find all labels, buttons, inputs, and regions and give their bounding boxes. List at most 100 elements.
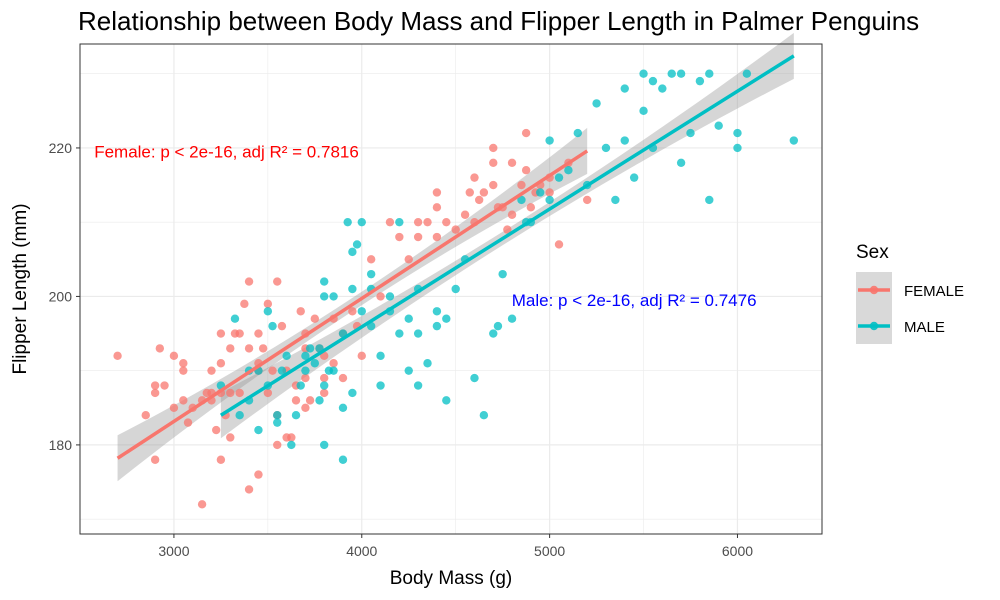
data-point-female — [301, 373, 310, 383]
data-point-female — [240, 299, 249, 309]
data-point-female — [268, 366, 277, 375]
data-point-female — [244, 485, 254, 494]
data-point-female — [320, 373, 329, 383]
data-point-female — [287, 433, 296, 442]
data-point-male — [432, 307, 442, 316]
annotation-female: Female: p < 2e-16, adj R² = 0.7816 — [94, 143, 359, 162]
data-point-female — [301, 403, 310, 412]
data-point-male — [385, 292, 395, 301]
data-point-male — [705, 69, 714, 78]
data-point-female — [183, 418, 193, 427]
axis-ticks: 3000 4000 5000 6000 180 200 220 — [49, 140, 754, 559]
data-point-female — [226, 344, 235, 353]
data-point-female — [526, 203, 536, 212]
panel-border — [79, 43, 823, 535]
data-point-female — [357, 351, 366, 361]
data-point-female — [169, 351, 179, 361]
x-tick-label: 6000 — [722, 543, 753, 559]
data-point-female — [179, 359, 188, 368]
legend-title: Sex — [856, 242, 889, 263]
data-point-male — [611, 195, 620, 205]
data-point-male — [301, 351, 310, 361]
data-point-male — [254, 425, 263, 435]
data-point-female — [235, 329, 244, 338]
data-point-male — [470, 373, 479, 383]
data-point-female — [348, 307, 357, 316]
data-point-female — [423, 217, 432, 227]
data-point-male — [714, 121, 723, 130]
x-tick-label: 3000 — [158, 543, 189, 559]
data-point-female — [263, 299, 273, 309]
data-point-male — [338, 403, 348, 412]
data-point-male — [493, 321, 503, 331]
data-point-male — [320, 277, 329, 286]
data-point-female — [155, 344, 165, 353]
data-point-female — [296, 307, 305, 316]
data-point-female — [150, 381, 160, 390]
data-point-female — [404, 255, 413, 264]
data-point-female — [470, 173, 479, 182]
data-point-female — [554, 240, 564, 249]
data-point-male — [404, 366, 413, 375]
data-point-female — [160, 381, 169, 390]
data-point-female — [305, 396, 315, 405]
data-point-female — [413, 232, 423, 242]
legend: Sex FEMALE MALE — [856, 242, 964, 344]
data-point-male — [413, 381, 423, 390]
data-point-male — [348, 247, 357, 257]
data-point-male — [413, 329, 423, 338]
data-point-male — [498, 269, 507, 279]
data-point-female — [211, 425, 221, 435]
legend-label-male: MALE — [904, 319, 945, 336]
data-point-female — [263, 388, 273, 398]
data-point-male — [639, 106, 648, 116]
data-point-female — [489, 143, 498, 153]
data-point-male — [629, 173, 639, 182]
data-point-female — [320, 388, 329, 398]
data-point-male — [620, 84, 629, 93]
data-point-male — [742, 69, 752, 78]
data-point-male — [620, 136, 629, 145]
data-point-female — [489, 158, 498, 167]
y-tick-label: 200 — [49, 288, 73, 304]
data-point-female — [489, 180, 498, 190]
data-point-female — [545, 188, 554, 197]
data-point-male — [423, 359, 432, 368]
data-point-male — [658, 84, 667, 93]
data-point-female — [582, 195, 592, 205]
data-point-female — [179, 366, 188, 375]
x-axis-label: Body Mass (g) — [390, 568, 512, 589]
data-point-female — [254, 329, 263, 338]
chart-title: Relationship between Body Mass and Flipp… — [78, 6, 920, 36]
data-point-male — [357, 307, 366, 316]
data-point-male — [320, 292, 329, 301]
data-point-male — [442, 396, 451, 405]
data-point-male — [686, 128, 695, 138]
data-point-male — [315, 396, 324, 405]
data-point-male — [287, 440, 296, 450]
data-point-female — [216, 455, 226, 464]
data-point-male — [329, 292, 338, 301]
data-point-female — [244, 344, 254, 353]
legend-key-point-female — [869, 285, 879, 295]
annotation-male: Male: p < 2e-16, adj R² = 0.7476 — [512, 291, 757, 310]
data-point-female — [395, 232, 404, 242]
data-point-female — [291, 396, 301, 405]
data-point-female — [460, 210, 470, 219]
legend-label-female: FEMALE — [904, 283, 964, 300]
data-point-female — [254, 470, 263, 479]
data-point-female — [216, 329, 226, 338]
data-point-female — [226, 433, 235, 442]
data-point-female — [385, 217, 395, 227]
data-point-female — [273, 277, 282, 286]
data-point-male — [545, 195, 554, 205]
data-point-male — [268, 321, 277, 331]
data-point-female — [442, 217, 451, 227]
data-point-female — [197, 500, 207, 509]
data-point-female — [474, 195, 484, 205]
data-point-female — [277, 321, 287, 331]
x-tick-label: 5000 — [534, 543, 565, 559]
data-point-male — [667, 69, 676, 78]
data-point-male — [676, 69, 686, 78]
data-point-male — [545, 136, 554, 145]
